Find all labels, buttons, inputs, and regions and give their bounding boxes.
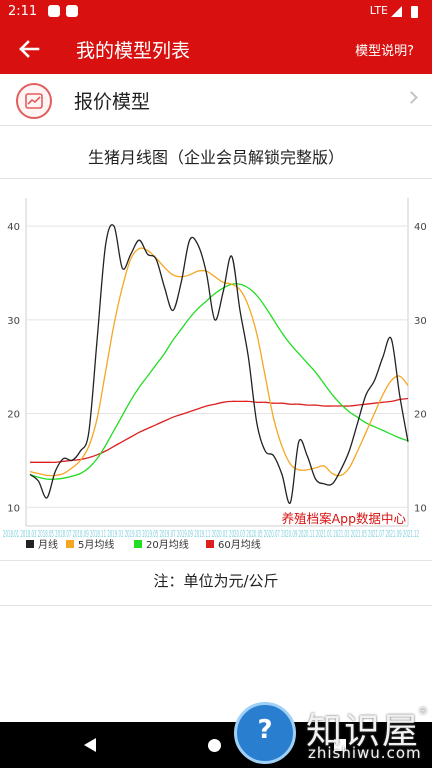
system-nav-bar (0, 722, 432, 768)
legend-swatch (206, 540, 214, 548)
network-type: LTE (369, 4, 388, 17)
divider (0, 178, 432, 179)
series-line-0 (29, 224, 409, 504)
site-watermark-logo: ? 知识屋 ® zhishiwu.com (232, 700, 432, 768)
y-tick-label-left: 30 (7, 316, 20, 327)
y-tick-label-right: 10 (414, 503, 427, 514)
watermark-logo-text: 知识屋 (306, 711, 421, 752)
page-title: 我的模型列表 (76, 40, 191, 62)
y-tick-label-left: 40 (7, 222, 20, 233)
notification-icon (48, 5, 60, 17)
divider (0, 560, 432, 561)
chart-lines (29, 224, 409, 504)
legend-label: 月线 (38, 538, 58, 551)
nav-home-icon[interactable] (208, 739, 221, 752)
model-help-link[interactable]: 模型说明? (355, 44, 414, 59)
model-label: 报价模型 (74, 91, 151, 113)
status-bar: 2:11 LTE (0, 0, 432, 24)
y-tick-label-left: 20 (7, 410, 20, 421)
battery-icon (411, 6, 418, 18)
registered-mark-icon: ® (418, 706, 428, 717)
chart-legend: 月线 5月均线 20月均线 60月均线 (26, 538, 261, 551)
unit-note: 注：单位为元/公斤 (153, 572, 279, 590)
legend-label: 20月均线 (146, 538, 189, 551)
x-axis-labels: 2018.01 2018.03 2018.05 2018.07 2018.09 … (3, 529, 419, 540)
chart-icon (16, 83, 52, 119)
chart-watermark: 养殖档案App数据中心 (282, 511, 407, 526)
y-tick-label-right: 40 (414, 222, 427, 233)
chart-ticks: 10 10 20 20 30 30 40 40 (7, 222, 426, 514)
model-list-item[interactable]: 报价模型 (0, 74, 432, 126)
legend-label: 5月均线 (78, 538, 114, 551)
chevron-right-icon (405, 91, 418, 104)
series-line-2 (29, 283, 409, 480)
series-line-3 (30, 397, 409, 463)
divider (0, 605, 432, 606)
watermark-url: zhishiwu.com (308, 744, 422, 762)
back-arrow-icon[interactable] (14, 34, 44, 64)
legend-swatch (66, 540, 74, 548)
sim-card-icon (66, 5, 78, 17)
legend-swatch (134, 540, 142, 548)
chart-heading: 生猪月线图（企业会员解锁完整版） (87, 148, 344, 167)
chart-grid (25, 198, 409, 527)
price-line-chart: 10 10 20 20 30 30 40 40 养殖档案App数据中心 2018.01 201… (3, 198, 427, 551)
legend-swatch (26, 540, 34, 548)
series-line-1 (29, 247, 409, 477)
y-tick-label-right: 20 (414, 410, 427, 421)
nav-recents-icon[interactable] (334, 739, 346, 751)
y-tick-label-right: 30 (414, 316, 427, 327)
legend-label: 60月均线 (218, 538, 261, 551)
nav-back-icon[interactable] (84, 738, 96, 752)
signal-icon (391, 6, 402, 17)
app-bar: 我的模型列表 模型说明? (0, 24, 432, 74)
help-monitor-icon: ? (234, 702, 296, 764)
status-time: 2:11 (8, 4, 38, 19)
y-tick-label-left: 10 (7, 503, 20, 514)
notification-icons (48, 5, 78, 17)
